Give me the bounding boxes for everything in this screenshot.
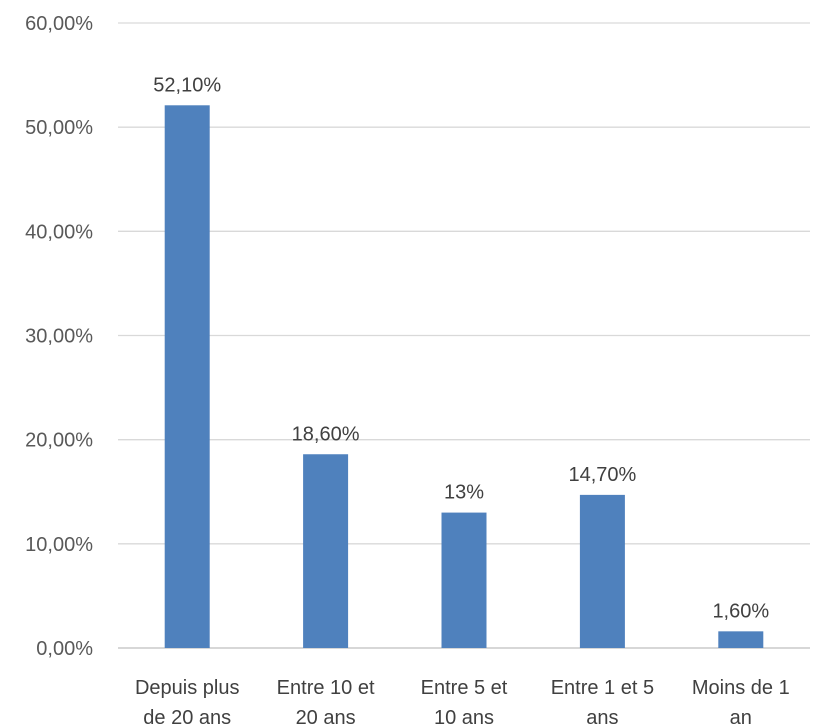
data-label: 52,10% [153, 74, 221, 96]
data-labels: 52,10% 18,60% 13% 14,70% 1,60% [153, 74, 769, 622]
x-category-label: ans [586, 707, 618, 728]
y-axis-ticks: 0,00% 10,00% 20,00% 30,00% 40,00% 50,00% 60,00… [25, 13, 93, 660]
y-tick-label: 30,00% [25, 326, 93, 348]
bar [718, 631, 764, 648]
data-label: 18,60% [292, 423, 360, 445]
y-tick-label: 40,00% [25, 221, 93, 243]
bar [579, 494, 625, 648]
x-axis-categories: Depuis plus de 20 ans Entre 10 et 20 ans Ent… [135, 677, 790, 728]
bar [303, 454, 349, 648]
x-category-label: de 20 ans [143, 707, 231, 728]
x-category-label: Depuis plus [135, 677, 240, 699]
bar [441, 512, 487, 648]
y-tick-label: 10,00% [25, 534, 93, 556]
x-category-label: Entre 5 et [421, 677, 508, 699]
gridlines [118, 22, 810, 649]
y-tick-label: 0,00% [36, 638, 93, 660]
x-category-label: Entre 1 et 5 [551, 677, 654, 699]
y-tick-label: 60,00% [25, 13, 93, 35]
y-tick-label: 20,00% [25, 430, 93, 452]
x-category-label: Entre 10 et [277, 677, 375, 699]
x-category-label: an [730, 707, 752, 728]
data-label: 13% [444, 482, 484, 504]
y-tick-label: 50,00% [25, 117, 93, 139]
data-label: 14,70% [568, 464, 636, 486]
x-category-label: Moins de 1 [692, 677, 790, 699]
data-label: 1,60% [712, 600, 769, 622]
x-category-label: 10 ans [434, 707, 494, 728]
bars [164, 105, 764, 648]
bar [164, 105, 210, 648]
x-category-label: 20 ans [296, 707, 356, 728]
